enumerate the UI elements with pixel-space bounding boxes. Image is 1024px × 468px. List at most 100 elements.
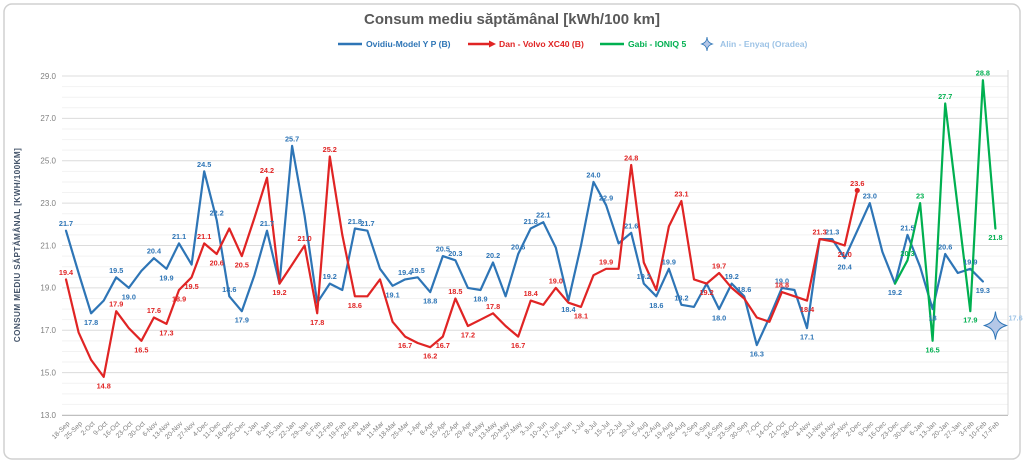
data-label: 21.6	[624, 221, 638, 230]
data-label: 18.5	[448, 287, 462, 296]
data-label: 20.2	[486, 251, 500, 260]
data-label: 16.5	[926, 345, 940, 354]
series-end-marker	[854, 187, 860, 194]
data-label: 18.6	[737, 285, 751, 294]
data-label: 22.2	[210, 209, 224, 218]
data-label: 18.1	[574, 311, 588, 320]
data-label: 17.8	[84, 318, 98, 327]
data-label: 22.1	[536, 211, 550, 220]
data-label: 19.9	[963, 257, 977, 266]
data-label: 20.6	[511, 242, 525, 251]
data-label: 18.0	[712, 314, 726, 323]
data-label: 17.9	[235, 316, 249, 325]
data-label: 24.2	[260, 166, 274, 175]
data-label: 20.5	[235, 261, 249, 270]
data-label: 19.2	[323, 272, 337, 281]
gridlines	[62, 75, 1008, 416]
data-label: 21.7	[59, 219, 73, 228]
legend-item-dan: Dan - Volvo XC40 (B)	[468, 39, 584, 49]
data-label: 19.0	[549, 276, 563, 285]
data-label: 20.6	[210, 258, 224, 267]
y-tick-label: 27.0	[40, 114, 56, 123]
data-label: 18.9	[172, 294, 186, 303]
data-label: 23.6	[850, 179, 864, 188]
data-label: 24.5	[197, 160, 211, 169]
data-label: 18.8	[775, 281, 789, 290]
data-label: 21.5	[900, 223, 914, 232]
data-label: 21.0	[838, 250, 852, 259]
data-label: 19.0	[775, 276, 789, 285]
data-label: 17.9	[963, 316, 977, 325]
chart-title: Consum mediu săptămânal [kWh/100 km]	[364, 11, 660, 28]
y-tick-label: 17.0	[40, 326, 56, 335]
data-label: 19.9	[662, 257, 676, 266]
data-label: 21.1	[172, 232, 186, 241]
data-label: 17.8	[486, 302, 500, 311]
data-label: 19.5	[109, 266, 123, 275]
data-label: 18.6	[348, 301, 362, 310]
data-label: 19.2	[699, 288, 713, 297]
data-label: 16.7	[511, 341, 525, 350]
data-label: 19.9	[599, 257, 613, 266]
data-label: 19.1	[385, 290, 399, 299]
data-label: 17.3	[159, 328, 173, 337]
legend-label-ovidiu: Ovidiu-Model Y P (B)	[366, 39, 451, 49]
y-tick-label: 21.0	[40, 241, 56, 250]
y-tick-label: 25.0	[40, 157, 56, 166]
data-label: 16.2	[423, 352, 437, 361]
legend-label-gabi: Gabi - IONIQ 5	[628, 39, 686, 49]
data-label: 21.8	[524, 217, 538, 226]
data-label: 18.6	[649, 301, 663, 310]
data-label: 21.7	[360, 219, 374, 228]
chart-legend: Ovidiu-Model Y P (B) Dan - Volvo XC40 (B…	[338, 36, 808, 52]
series-line-2	[893, 79, 997, 342]
data-label: 24.0	[586, 170, 600, 179]
data-label: 18.6	[222, 285, 236, 294]
data-label: 19.3	[976, 286, 990, 295]
data-label: 20.4	[147, 247, 162, 256]
data-label: 17.8	[310, 318, 324, 327]
data-label: 21.7	[260, 219, 274, 228]
data-label: 19.5	[184, 282, 198, 291]
data-label: 27.7	[938, 92, 952, 101]
data-label: 25.7	[285, 134, 299, 143]
data-label: 21.8	[988, 233, 1002, 242]
data-label: 24.8	[624, 153, 638, 162]
data-label: 19.5	[411, 266, 425, 275]
legend-label-alin: Alin - Enyaq (Oradea)	[720, 39, 808, 49]
data-label: 19.2	[272, 288, 286, 297]
legend-arrow-icon	[489, 40, 496, 48]
data-label: 19.2	[888, 288, 902, 297]
legend-item-ovidiu: Ovidiu-Model Y P (B)	[338, 39, 451, 49]
data-label: 17.9	[109, 300, 123, 309]
data-label: 19.2	[637, 272, 651, 281]
data-label: 20.3	[448, 249, 462, 258]
chart-border	[3, 3, 1021, 460]
data-label: 23.0	[863, 192, 877, 201]
data-label: 16.3	[750, 350, 764, 359]
axes	[62, 70, 1009, 416]
y-tick-label: 19.0	[40, 284, 56, 293]
data-label: 19.7	[712, 262, 726, 271]
data-label: 20.6	[938, 242, 952, 251]
star-marker	[982, 311, 1009, 340]
y-tick-label: 15.0	[40, 368, 56, 377]
y-tick-label: 29.0	[40, 72, 56, 81]
data-label: 19.2	[725, 272, 739, 281]
data-label: 18.2	[674, 293, 688, 302]
data-label: 21.3	[812, 228, 826, 237]
star-icon	[700, 36, 714, 52]
y-axis-tick-labels: 13.0 15.0 17.0 19.0 21.0 23.0 25.0 27.0 29.0	[40, 72, 56, 420]
data-label: 18.4	[800, 305, 815, 314]
data-label: 16.7	[398, 341, 412, 350]
data-label: 17.2	[461, 331, 475, 340]
data-label: 19.4	[59, 268, 74, 277]
data-label: 19.0	[122, 292, 136, 301]
legend-item-alin: Alin - Enyaq (Oradea)	[700, 36, 808, 52]
data-label: 21.1	[197, 232, 211, 241]
data-label: 16.5	[134, 345, 148, 354]
data-series	[64, 79, 1009, 378]
data-label: 22.9	[599, 194, 613, 203]
